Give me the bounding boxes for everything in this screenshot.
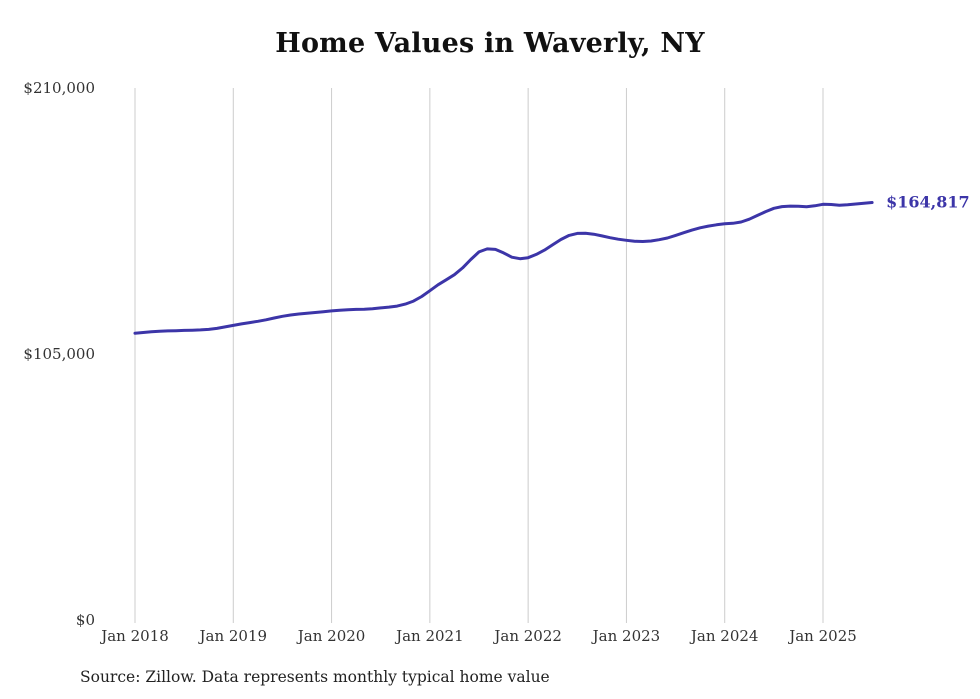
y-tick-label: $105,000 (23, 345, 95, 363)
x-tick-label: Jan 2025 (787, 627, 857, 645)
latest-value-label: $164,817 (886, 193, 970, 212)
y-tick-label: $0 (76, 611, 95, 629)
y-axis-labels: $0 $105,000 $210,000 (23, 79, 95, 629)
x-tick-label: Jan 2019 (198, 627, 268, 645)
source-note: Source: Zillow. Data represents monthly … (80, 668, 550, 686)
x-tick-label: Jan 2024 (689, 627, 759, 645)
x-tick-label: Jan 2018 (99, 627, 169, 645)
x-tick-label: Jan 2020 (296, 627, 366, 645)
x-tick-label: Jan 2022 (492, 627, 562, 645)
x-tick-label: Jan 2023 (591, 627, 661, 645)
x-tick-label: Jan 2021 (394, 627, 464, 645)
x-axis-labels: Jan 2018 Jan 2019 Jan 2020 Jan 2021 Jan 2022… (99, 627, 857, 645)
chart-title: Home Values in Waverly, NY (275, 28, 705, 59)
gridlines (134, 88, 824, 623)
y-tick-label: $210,000 (23, 79, 95, 97)
value-line (133, 201, 874, 335)
